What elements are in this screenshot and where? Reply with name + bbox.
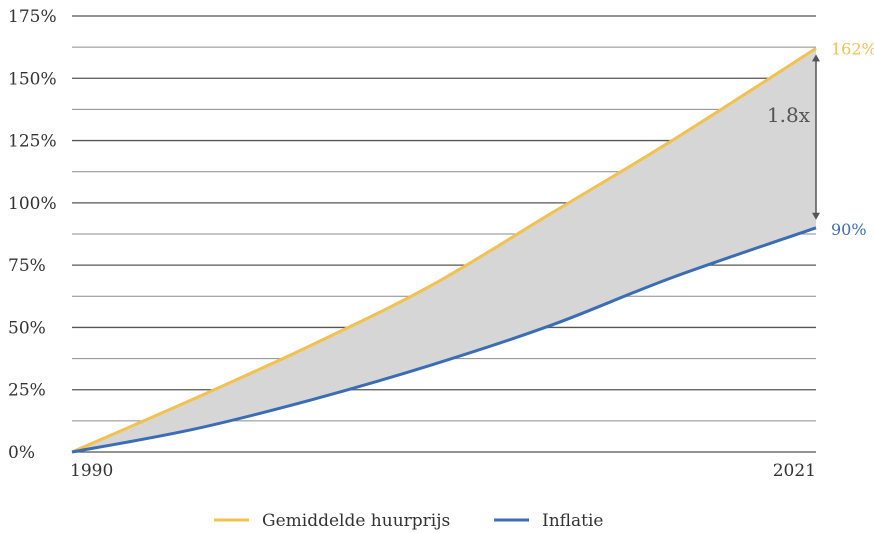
legend-label-gemiddelde-huurprijs: Gemiddelde huurprijs bbox=[262, 511, 450, 531]
legend: Gemiddelde huurprijs Inflatie bbox=[214, 511, 603, 531]
y-tick-labels: 0% 25% 50% 75% 100% 125% 150% 175% bbox=[8, 7, 57, 463]
y-tick-label: 75% bbox=[8, 256, 46, 276]
ratio-label: 1.8x bbox=[767, 103, 811, 127]
y-tick-label: 100% bbox=[8, 194, 57, 214]
series-line-gemiddelde-huurprijs bbox=[71, 47, 817, 454]
legend-label-inflatie: Inflatie bbox=[542, 511, 603, 531]
y-tick-label: 175% bbox=[8, 7, 57, 27]
end-label-gemiddelde-huurprijs: 162% bbox=[831, 39, 874, 58]
x-tick-labels: 1990 2021 bbox=[70, 461, 816, 481]
series-line-inflatie bbox=[71, 226, 817, 454]
y-tick-label: 0% bbox=[8, 443, 35, 463]
x-tick-label: 1990 bbox=[70, 461, 113, 481]
end-label-inflatie: 90% bbox=[831, 220, 867, 239]
ratio-arrow-head-bottom bbox=[812, 212, 820, 220]
ratio-annotation: 1.8x bbox=[767, 54, 820, 220]
y-tick-label: 50% bbox=[8, 318, 46, 338]
ratio-arrow-head-top bbox=[812, 54, 820, 62]
x-tick-label: 2021 bbox=[773, 461, 816, 481]
y-tick-label: 125% bbox=[8, 132, 57, 152]
y-tick-label: 150% bbox=[8, 69, 57, 89]
gap-fill-area bbox=[72, 48, 816, 452]
y-tick-label: 25% bbox=[8, 381, 46, 401]
